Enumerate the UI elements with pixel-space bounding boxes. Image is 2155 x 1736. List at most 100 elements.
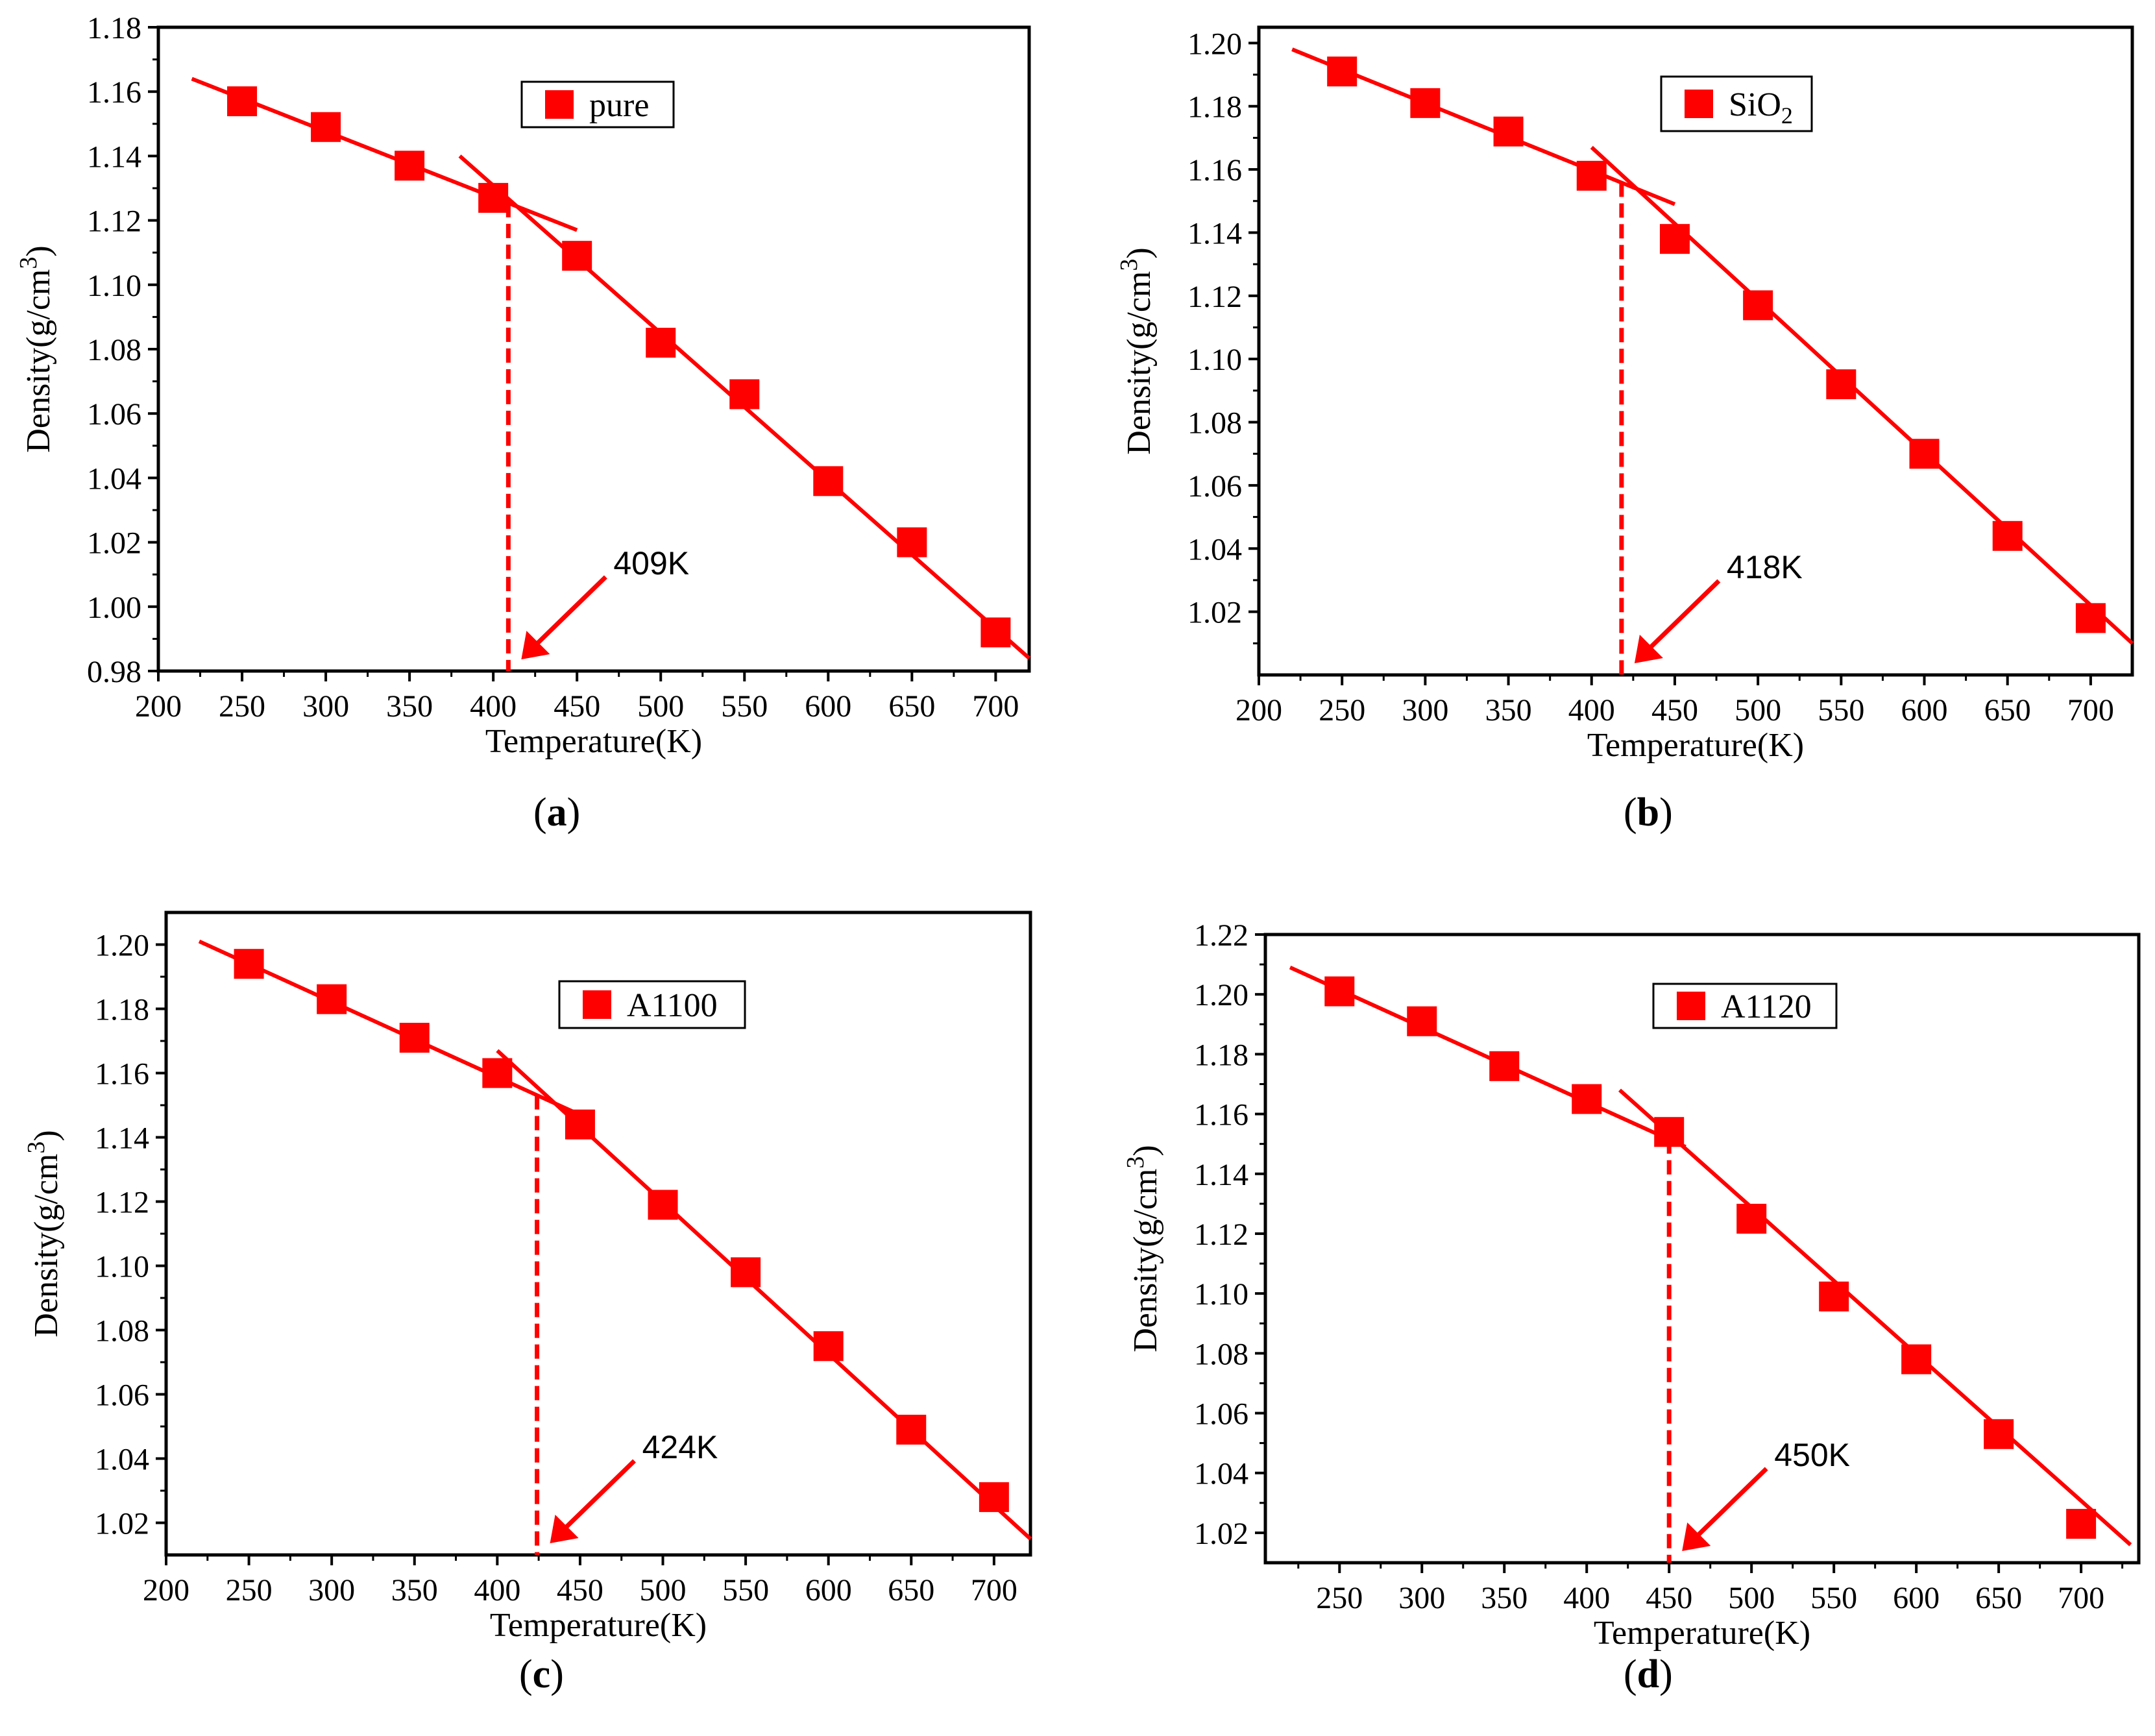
x-tick-label: 300 xyxy=(308,1573,355,1608)
x-axis-title: Temperature(K) xyxy=(490,1607,707,1644)
y-tick-label: 1.20 xyxy=(1187,27,1242,61)
y-tick-label: 1.02 xyxy=(1187,596,1242,630)
legend-label: pure xyxy=(589,87,649,124)
x-tick-label: 650 xyxy=(1975,1581,2022,1615)
data-point xyxy=(1736,1203,1767,1234)
data-point xyxy=(897,527,927,557)
data-point xyxy=(1826,369,1857,400)
data-point xyxy=(482,1058,513,1088)
data-point xyxy=(813,466,844,496)
transition-temperature-label: 418K xyxy=(1727,549,1803,585)
annotation-arrow-head xyxy=(550,1515,579,1543)
y-tick-label: 1.02 xyxy=(95,1507,149,1541)
legend-marker xyxy=(1677,992,1705,1020)
x-tick-label: 300 xyxy=(302,689,349,724)
legend-marker xyxy=(583,990,611,1019)
x-tick-label: 350 xyxy=(386,689,433,724)
data-point xyxy=(1654,1117,1685,1147)
data-point xyxy=(1327,56,1358,87)
x-tick-label: 450 xyxy=(1651,693,1698,727)
x-tick-label: 700 xyxy=(972,689,1019,724)
plot-frame xyxy=(1263,933,2141,1565)
panel-label: (d) xyxy=(1624,1652,1673,1696)
y-tick-label: 1.02 xyxy=(1194,1517,1248,1551)
data-point xyxy=(1819,1281,1849,1312)
x-tick-label: 600 xyxy=(805,1573,852,1608)
y-tick-label: 1.06 xyxy=(1194,1397,1248,1432)
y-axis-title: Density(g/cm3) xyxy=(1122,1145,1164,1352)
x-tick-label: 400 xyxy=(474,1573,520,1608)
y-tick-label: 1.14 xyxy=(95,1121,149,1156)
y-tick-label: 0.98 xyxy=(87,655,141,689)
data-point xyxy=(1407,1006,1437,1036)
y-tick-label: 1.16 xyxy=(87,75,141,110)
data-point xyxy=(1992,520,2023,551)
x-tick-label: 350 xyxy=(391,1573,438,1608)
data-point xyxy=(399,1023,430,1053)
y-tick-label: 1.16 xyxy=(1187,153,1242,188)
data-point xyxy=(646,328,676,358)
data-point xyxy=(1489,1051,1520,1081)
data-point xyxy=(395,151,425,181)
panel-a: 200 250 300 350 400 450 500 550 600 650 700 0.98 1.0… xyxy=(15,11,1031,835)
y-tick-label: 1.08 xyxy=(87,333,141,367)
legend-label: A1120 xyxy=(1721,988,1812,1025)
y-tick-label: 1.10 xyxy=(1187,343,1242,377)
y-tick-label: 1.04 xyxy=(87,461,141,496)
y-axis-title: Density(g/cm3) xyxy=(23,1130,65,1337)
y-tick-label: 1.12 xyxy=(1187,280,1242,314)
annotation-arrow-shaft xyxy=(1694,1467,1768,1539)
x-tick-label: 700 xyxy=(2058,1581,2104,1615)
x-tick-label: 600 xyxy=(1901,693,1948,727)
annotation-arrow-shaft xyxy=(563,1459,637,1531)
data-point xyxy=(565,1109,595,1140)
x-tick-label: 550 xyxy=(1810,1581,1857,1615)
y-tick-label: 1.22 xyxy=(1194,918,1248,953)
y-tick-label: 1.12 xyxy=(87,204,141,239)
data-point xyxy=(317,984,347,1014)
panel-label: (a) xyxy=(533,790,580,835)
panel-b: 200 250 300 350 400 450 500 550 600 650 700 1.02 1.0… xyxy=(1115,25,2134,835)
plot-frame xyxy=(1257,25,2134,677)
y-tick-label: 1.16 xyxy=(1194,1098,1248,1132)
fit-line-high-temp xyxy=(1618,1088,2132,1547)
y-tick-label: 1.12 xyxy=(95,1186,149,1220)
x-axis-title: Temperature(K) xyxy=(1594,1615,1810,1652)
y-tick-label: 1.06 xyxy=(1187,469,1242,504)
annotation-arrow-shaft xyxy=(1647,579,1721,651)
y-tick-label: 1.12 xyxy=(1194,1217,1248,1252)
x-tick-label: 450 xyxy=(557,1573,603,1608)
data-point xyxy=(731,1257,761,1288)
x-tick-label: 700 xyxy=(2067,693,2114,727)
y-tick-label: 1.04 xyxy=(1187,532,1242,567)
x-tick-label: 550 xyxy=(1818,693,1864,727)
y-tick-label: 1.04 xyxy=(1194,1457,1248,1491)
transition-temperature-label: 450K xyxy=(1774,1437,1850,1473)
fit-line-high-temp xyxy=(1590,145,2134,645)
y-tick-label: 1.14 xyxy=(1187,216,1242,251)
y-tick-label: 1.02 xyxy=(87,526,141,561)
data-point xyxy=(1324,976,1355,1007)
y-tick-label: 1.10 xyxy=(95,1250,149,1284)
y-tick-label: 1.18 xyxy=(1194,1038,1248,1072)
x-tick-label: 700 xyxy=(971,1573,1017,1608)
annotation-arrow-head xyxy=(1682,1522,1711,1551)
data-point xyxy=(729,379,760,410)
y-tick-label: 1.06 xyxy=(87,397,141,432)
x-tick-label: 500 xyxy=(1728,1581,1775,1615)
data-point xyxy=(979,1482,1009,1512)
legend-label: A1100 xyxy=(627,987,718,1024)
y-tick-label: 1.16 xyxy=(95,1057,149,1092)
panel-label: (c) xyxy=(519,1652,564,1696)
data-point xyxy=(1659,224,1690,254)
y-tick-label: 1.04 xyxy=(95,1443,149,1477)
data-point xyxy=(234,949,264,979)
data-point xyxy=(227,86,258,117)
x-tick-label: 550 xyxy=(721,689,768,724)
x-tick-label: 600 xyxy=(805,689,851,724)
transition-temperature-label: 409K xyxy=(613,545,689,581)
y-axis-title: Density(g/cm3) xyxy=(1115,247,1158,454)
transition-temperature-label: 424K xyxy=(642,1429,718,1465)
x-axis-title: Temperature(K) xyxy=(1587,727,1804,764)
